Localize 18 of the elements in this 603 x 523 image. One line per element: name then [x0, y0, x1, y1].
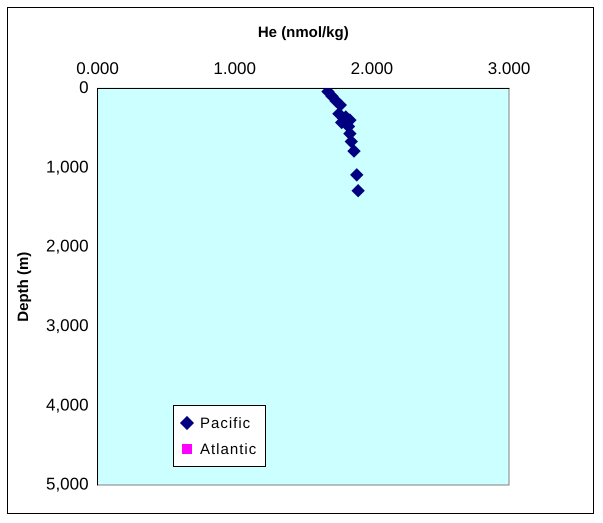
y-tick-label: 1,000 — [46, 157, 89, 176]
y-tick-label: 4,000 — [46, 395, 89, 414]
point — [352, 184, 365, 198]
y-axis-title: Depth (m) — [15, 252, 32, 322]
y-tick-label: 3,000 — [46, 316, 89, 336]
x-tick-label: 2.000 — [350, 58, 394, 78]
point — [348, 144, 361, 158]
point — [344, 135, 358, 148]
y-tick-label: 5,000 — [46, 474, 89, 494]
point — [350, 168, 364, 182]
x-tick-label: 3.000 — [488, 58, 530, 78]
y-tick-label: 0 — [79, 78, 89, 98]
legend-label: Atlantic — [200, 440, 258, 458]
legend-label: Pacific — [200, 414, 252, 432]
y-tick-label: 2,000 — [46, 236, 89, 256]
x-tick-label: 1.000 — [213, 58, 256, 78]
x-axis-title: He (nmol/kg) — [258, 24, 349, 42]
x-tick-label: 0.000 — [76, 58, 119, 78]
